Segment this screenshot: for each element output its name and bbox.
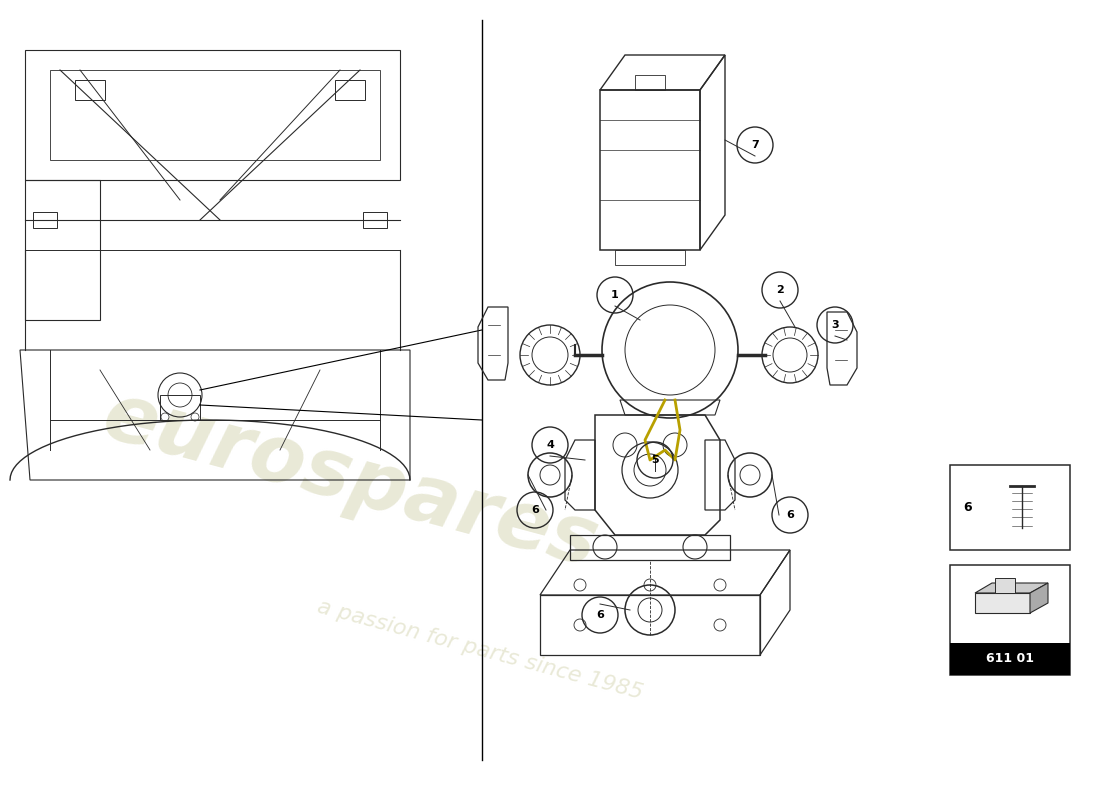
Text: 6: 6: [596, 610, 604, 620]
Polygon shape: [975, 583, 1048, 593]
Text: 4: 4: [546, 440, 554, 450]
Text: eurospares: eurospares: [95, 377, 606, 583]
Text: 2: 2: [777, 285, 784, 295]
Text: 1: 1: [612, 290, 619, 300]
Text: 5: 5: [651, 455, 659, 465]
Polygon shape: [1030, 583, 1048, 613]
Text: 6: 6: [531, 505, 539, 515]
Text: 6: 6: [964, 501, 972, 514]
Text: 3: 3: [832, 320, 839, 330]
Text: 7: 7: [751, 140, 759, 150]
Text: 6: 6: [786, 510, 794, 520]
Polygon shape: [975, 593, 1030, 613]
Text: a passion for parts since 1985: a passion for parts since 1985: [315, 597, 645, 703]
Text: 611 01: 611 01: [986, 653, 1034, 666]
Bar: [950, 643, 1070, 675]
Polygon shape: [996, 578, 1015, 593]
